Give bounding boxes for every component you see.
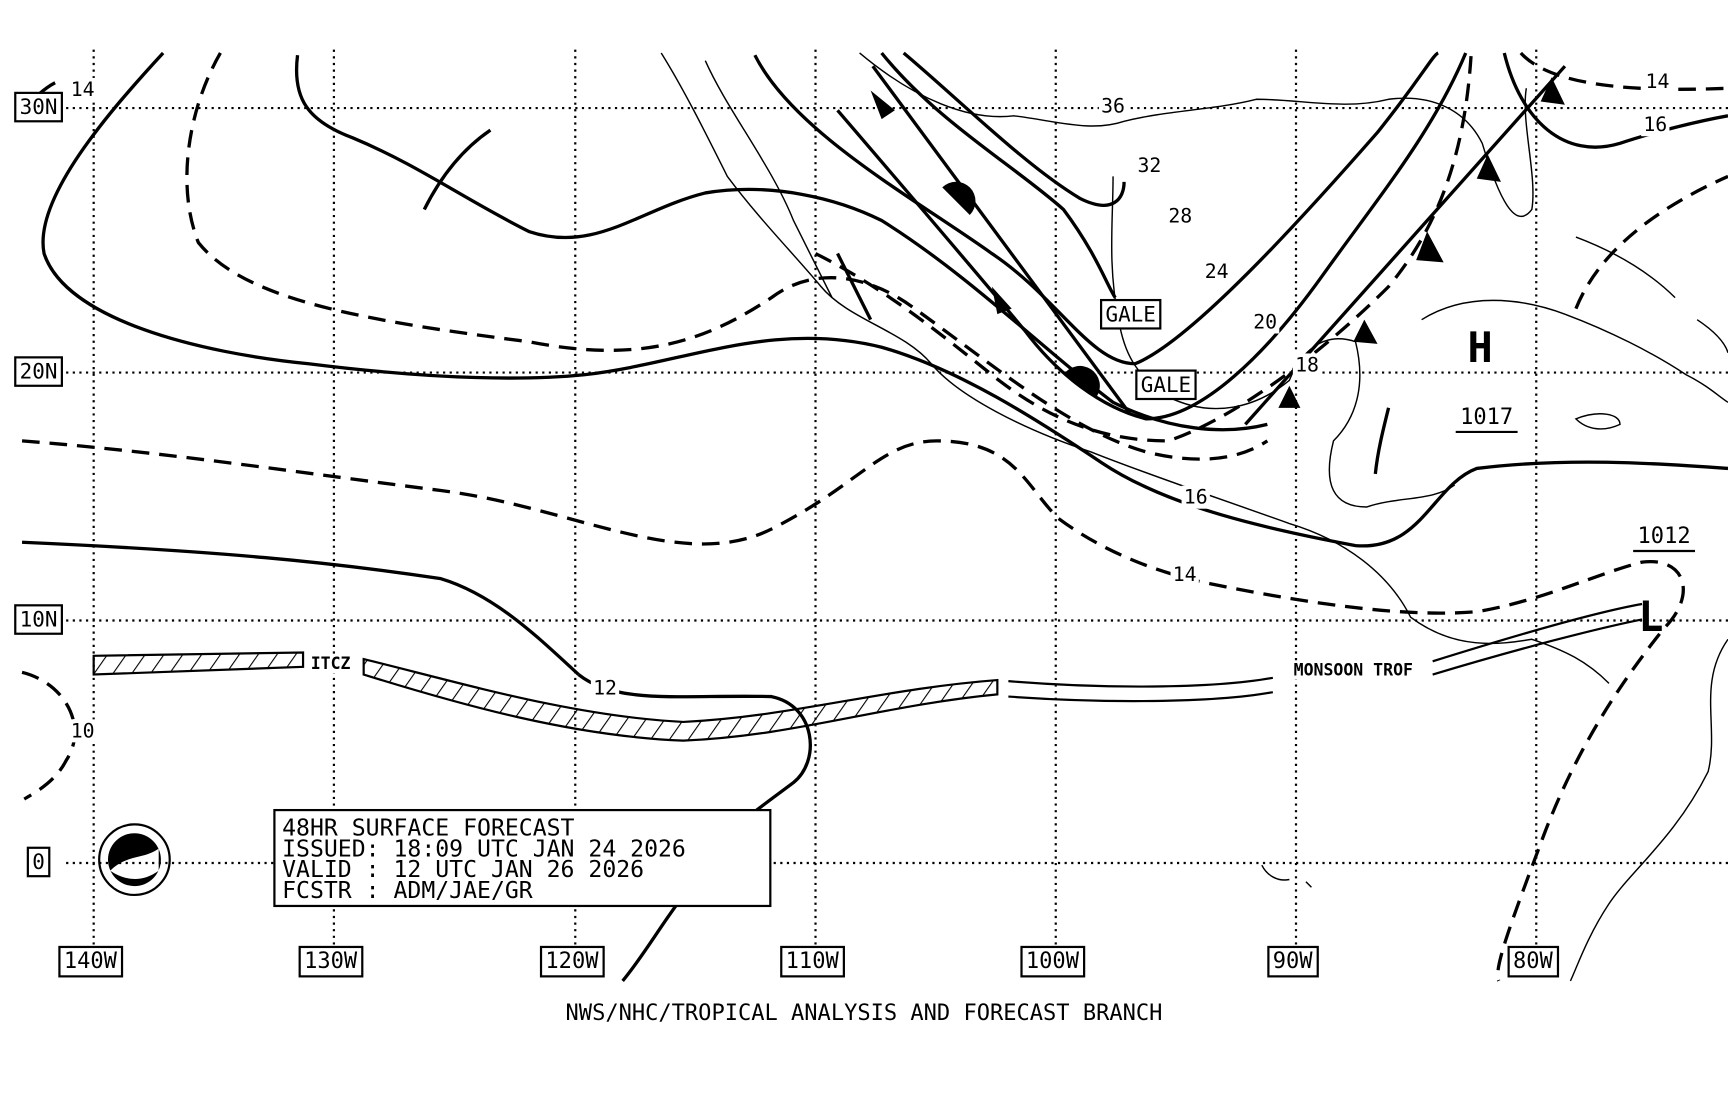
longitude-label: 110W [786,949,840,974]
front-symbol [870,90,895,120]
info-box [273,808,772,908]
isobar-label: 12 [593,676,617,699]
gale-warning: GALE [1105,302,1155,326]
info-line: 48HR SURFACE FORECAST [282,815,574,841]
gale-warning: GALE [1141,373,1191,397]
front-symbol [1416,231,1444,263]
pressure-center-symbol: L [1638,592,1663,641]
info-line: ISSUED: 18:09 UTC JAN 24 2026 [282,836,686,862]
isobar-label-bg [1643,70,1672,94]
isobar-label-bg [1181,485,1210,509]
isobars [20,51,1728,982]
longitude-label-box [58,945,124,978]
latitude-label-box [14,604,63,635]
feature-label-bg [1290,660,1417,680]
front-symbol [1353,319,1378,344]
longitude-label: 90W [1273,949,1314,974]
front-symbol [942,181,976,215]
isobar-label-bg [1170,562,1199,586]
front-symbol [991,286,1012,315]
pressure-center-symbol: H [1467,323,1492,372]
footer: NWS/NHC/TROPICAL ANALYSIS AND FORECAST B… [566,1001,1163,1026]
isobar-label-bg [68,719,97,743]
longitude-label: 140W [64,949,118,974]
latitude-label-box [26,846,51,878]
isobar-label: 20 [1253,310,1277,333]
longitude-label-box [1020,945,1086,978]
gale-warning-box [1099,298,1162,330]
isobar-label-bg [1135,153,1164,177]
latitude-label: 30N [20,95,58,119]
isobar-label: 32 [1137,154,1161,177]
latitude-label-box [14,356,63,387]
front-symbol [1476,154,1501,182]
isobar-label-bg [1292,353,1322,377]
feature-label: MONSOON TROF [1294,661,1413,680]
central-pressure: 1017 [1460,405,1513,430]
longitude-label: 100W [1026,949,1080,974]
longitude-label-box [1507,945,1560,978]
central-pressure: 1012 [1638,524,1691,549]
gale-warning-box [1135,369,1197,401]
latitude-label: 0 [32,850,45,874]
longitude-label-box [298,945,364,978]
latitude-label: 20N [20,360,58,384]
latitude-label-box [14,91,63,123]
isobar-label: 36 [1101,94,1125,117]
longitude-label-box [1267,945,1319,978]
front-symbol [1063,365,1100,397]
coastlines [660,52,1728,982]
isobar-label: 28 [1168,205,1192,228]
isobar-label-bg [1250,310,1280,334]
isobar-label-bg [68,77,97,101]
isobar-label: 10 [71,719,95,742]
isobar-label-bg [1098,94,1128,118]
info-line: VALID : 12 UTC JAN 26 2026 [282,857,644,883]
noaa-logo [98,823,171,897]
fronts [870,65,1567,426]
feature-label-bg [307,654,354,674]
isobar-label: 14 [1173,563,1197,586]
isobar-label: 14 [71,78,95,101]
front-symbol [1540,77,1565,105]
isobar-label: 14 [1646,70,1670,93]
itcz [92,602,1643,742]
longitude-label: 130W [304,949,358,974]
info-line: FCSTR : ADM/JAE/GR [282,878,533,904]
isobar-label: 24 [1205,260,1229,283]
isobar-label: 16 [1643,113,1667,136]
longitude-label: 120W [545,949,599,974]
isobar-label-bg [590,676,620,700]
longitude-label-box [539,945,605,978]
longitude-label: 80W [1513,949,1554,974]
isobar-label-bg [1641,113,1670,137]
isobar-label: 16 [1184,486,1208,509]
feature-label: ITCZ [311,654,351,673]
longitude-label-box [780,945,845,978]
isobar-label-bg [1166,204,1195,228]
isobar-label: 18 [1295,353,1319,376]
isobar-label-bg [1202,259,1231,283]
latitude-label: 10N [20,608,58,632]
